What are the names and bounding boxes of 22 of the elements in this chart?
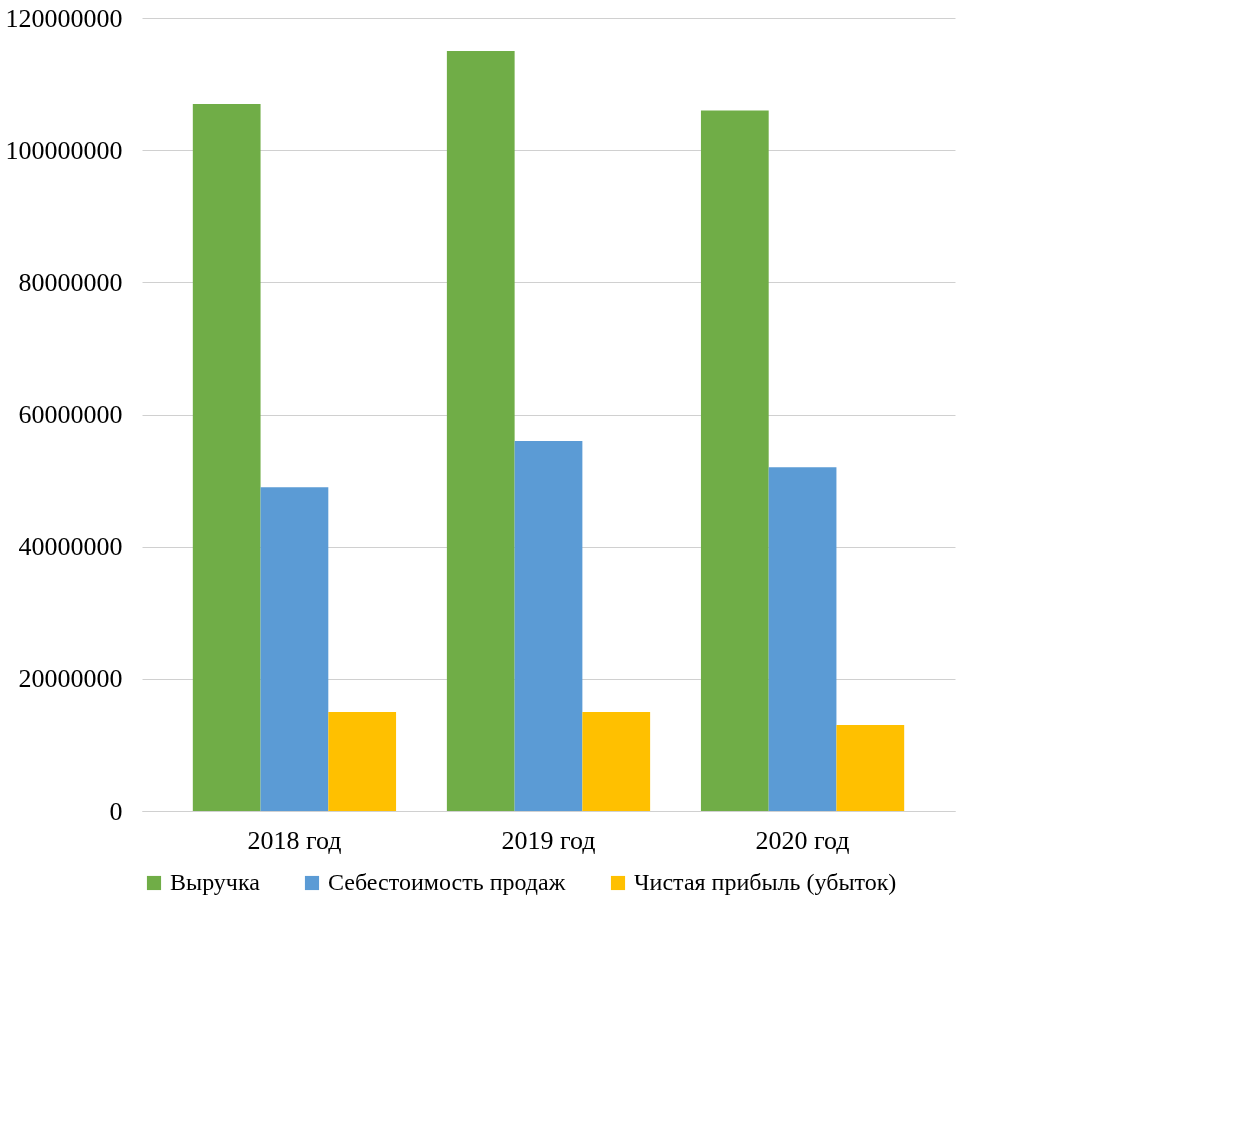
y-tick-label: 60000000: [18, 400, 123, 429]
y-tick-label: 80000000: [18, 267, 123, 297]
y-tick-label: 120000000: [5, 3, 123, 33]
legend-label: Себестоимость продаж: [328, 869, 566, 895]
bar: [260, 487, 329, 811]
bar: [446, 51, 515, 811]
bar: [192, 103, 261, 811]
legend-label: Выручка: [170, 869, 261, 895]
x-tick-label: 2019 год: [501, 825, 596, 855]
x-tick-label: 2018 год: [247, 825, 342, 855]
bar: [700, 110, 769, 811]
y-tick-label: 0: [109, 796, 123, 826]
bar: [514, 440, 583, 811]
x-tick-label: 2020 год: [755, 825, 850, 855]
y-tick-label: 20000000: [18, 664, 123, 694]
y-tick-label: 40000000: [18, 532, 123, 562]
bar: [836, 725, 905, 811]
y-tick-label: 100000000: [5, 135, 123, 165]
bar: [768, 467, 837, 811]
bar: [582, 711, 651, 811]
bar: [328, 711, 397, 811]
legend-label: Чистая прибыль (убыток): [634, 869, 897, 895]
